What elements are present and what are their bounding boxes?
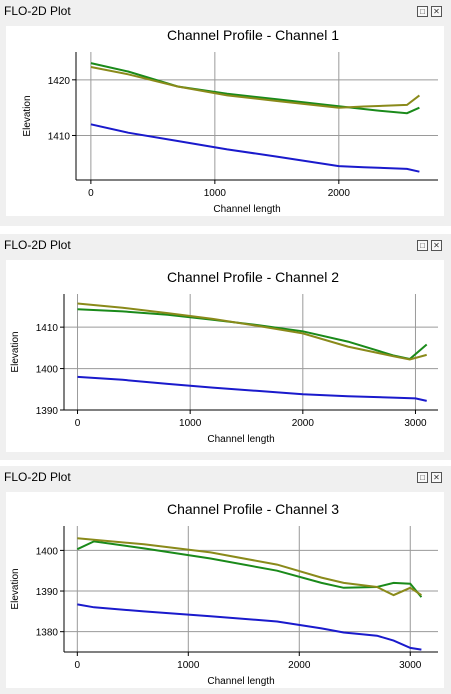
x-tick-label: 1000 <box>177 660 200 671</box>
separator <box>0 460 451 468</box>
x-tick-label: 0 <box>88 188 94 199</box>
series-line <box>90 66 421 109</box>
series-line <box>76 540 423 598</box>
series-line <box>90 62 420 115</box>
y-tick-label: 1400 <box>36 365 59 376</box>
restore-icon[interactable]: □ <box>417 6 428 17</box>
restore-icon[interactable]: □ <box>417 472 428 483</box>
y-tick-label: 1390 <box>36 406 59 417</box>
chart-title: Channel Profile - Channel 2 <box>167 269 339 285</box>
chart-area: 0 1000 2000 3000 1380 1390 1400 Channel Profile… <box>6 492 444 688</box>
panel-titlebar[interactable]: FLO-2D Plot □ ✕ <box>0 466 451 488</box>
y-axis-label: Elevation <box>22 95 33 136</box>
series-line <box>77 375 427 402</box>
panel-title: FLO-2D Plot <box>4 4 71 18</box>
restore-icon[interactable]: □ <box>417 240 428 251</box>
close-icon[interactable]: ✕ <box>431 6 442 17</box>
x-tick-label: 1000 <box>204 188 227 199</box>
chart-title: Channel Profile - Channel 3 <box>167 501 339 517</box>
series-line <box>90 123 420 173</box>
plot-panel-2: FLO-2D Plot □ ✕ 0 1000 2000 3000 1390 1400 141… <box>0 234 451 460</box>
x-tick-label: 2000 <box>288 660 311 671</box>
chart-title: Channel Profile - Channel 1 <box>167 27 339 43</box>
x-axis-label: Channel length <box>207 676 274 687</box>
x-axis-label: Channel length <box>213 204 280 215</box>
y-tick-label: 1390 <box>36 587 59 598</box>
series-line <box>77 302 427 361</box>
panel-title: FLO-2D Plot <box>4 470 71 484</box>
series-line <box>77 537 422 597</box>
x-tick-label: 3000 <box>404 418 427 429</box>
x-tick-label: 0 <box>75 660 81 671</box>
y-tick-label: 1380 <box>36 628 59 639</box>
x-tick-label: 0 <box>75 418 81 429</box>
y-axis-label: Elevation <box>10 331 21 372</box>
series-line <box>77 603 422 651</box>
x-tick-label: 3000 <box>399 660 422 671</box>
y-axis-label: Elevation <box>10 568 21 609</box>
x-tick-label: 2000 <box>328 188 351 199</box>
y-tick-label: 1420 <box>48 76 71 87</box>
panel-title: FLO-2D Plot <box>4 238 71 252</box>
chart-area: 0 1000 2000 3000 1390 1400 1410 Channel Profile… <box>6 260 444 452</box>
chart-channel-2: 0 1000 2000 3000 1390 1400 1410 Channel Profile… <box>10 269 438 445</box>
y-tick-label: 1400 <box>36 546 59 557</box>
close-icon[interactable]: ✕ <box>431 472 442 483</box>
chart-area: 0 1000 2000 1410 1420 Channel Profile - Chann… <box>6 26 444 216</box>
close-icon[interactable]: ✕ <box>431 240 442 251</box>
plot-panel-3: FLO-2D Plot □ ✕ 0 1000 2000 3000 1380 1390 140… <box>0 466 451 694</box>
chart-channel-3: 0 1000 2000 3000 1380 1390 1400 Channel Profile… <box>10 501 438 687</box>
panel-titlebar[interactable]: FLO-2D Plot □ ✕ <box>0 0 451 22</box>
chart-channel-1: 0 1000 2000 1410 1420 Channel Profile - Chann… <box>22 27 438 215</box>
plot-area <box>64 526 438 652</box>
y-tick-label: 1410 <box>48 131 71 142</box>
panel-titlebar[interactable]: FLO-2D Plot □ ✕ <box>0 234 451 256</box>
y-tick-label: 1410 <box>36 323 59 334</box>
x-axis-label: Channel length <box>207 434 274 445</box>
plot-panel-1: FLO-2D Plot □ ✕ 0 1000 2000 1410 1420 Channel… <box>0 0 451 226</box>
x-tick-label: 2000 <box>292 418 315 429</box>
separator <box>0 226 451 234</box>
x-tick-label: 1000 <box>179 418 202 429</box>
